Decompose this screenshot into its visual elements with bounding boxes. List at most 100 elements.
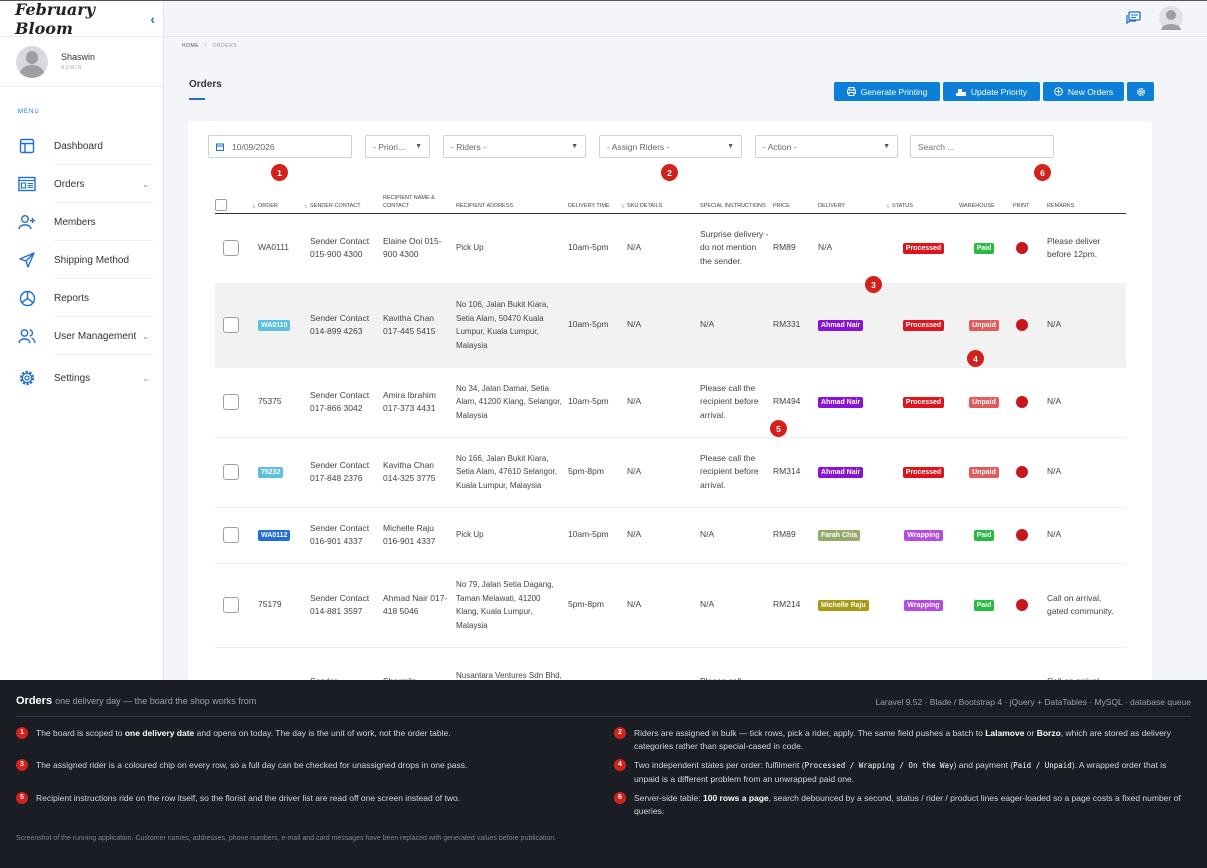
- order-id[interactable]: WA0111: [258, 242, 290, 253]
- table-row[interactable]: SenderSharmilaNusantara Ventures Sdn Bhd…: [215, 647, 1126, 680]
- sidebar-item-reports[interactable]: Reports: [0, 279, 163, 317]
- page-title[interactable]: Orders: [189, 79, 222, 90]
- payment-badge[interactable]: Paid: [973, 530, 995, 542]
- row-checkbox[interactable]: [223, 597, 239, 613]
- table-row[interactable]: WA0111 Sender Contact 015-900 4300 Elaine …: [215, 213, 1126, 284]
- rider-chip[interactable]: Michelle Raju: [818, 600, 869, 612]
- row-checkbox[interactable]: [223, 394, 239, 410]
- print-status-indicator[interactable]: [1016, 466, 1028, 478]
- select-all-checkbox[interactable]: [215, 198, 227, 211]
- sidebar-item-settings[interactable]: Settings ⌄: [0, 355, 163, 401]
- rider-chip[interactable]: Ahmad Nair: [818, 397, 864, 409]
- sidebar-item-orders[interactable]: Orders ⌄: [0, 165, 163, 203]
- print-status-indicator[interactable]: [1016, 242, 1028, 254]
- column-header[interactable]: DELIVERY TIME ⇅: [568, 189, 627, 214]
- collapse-sidebar-icon[interactable]: ‹: [150, 10, 155, 27]
- rider-chip[interactable]: Farah Chia: [818, 530, 861, 542]
- status-badge[interactable]: Processed: [902, 320, 945, 332]
- breadcrumb-current: ORDERS: [212, 43, 238, 49]
- column-header[interactable]: STATUS: [892, 189, 959, 214]
- order-cell: WA0112: [258, 507, 310, 564]
- order-id[interactable]: 75179: [258, 599, 282, 610]
- status-badge[interactable]: Processed: [902, 397, 945, 409]
- sort-icon[interactable]: ⇅: [885, 203, 890, 210]
- column-header[interactable]: DELIVERY ⇅: [818, 189, 892, 214]
- payment-badge[interactable]: Unpaid: [969, 467, 999, 479]
- priority-select[interactable]: - Priori... ▼: [365, 135, 430, 158]
- print-cell: [1013, 507, 1047, 564]
- row-checkbox[interactable]: [223, 527, 239, 543]
- chevron-down-icon: ⌄: [142, 373, 149, 383]
- payment-badge[interactable]: Unpaid: [969, 397, 999, 409]
- order-id-badge[interactable]: WA0112: [258, 530, 291, 542]
- column-header[interactable]: SKU DETAILS: [627, 189, 700, 214]
- address-cell: No 106, Jalan Bukit Kiara, Setia Alam, 5…: [456, 283, 568, 368]
- new-orders-label: New Orders: [1067, 86, 1114, 97]
- status-badge[interactable]: Processed: [902, 467, 945, 479]
- status-badge[interactable]: Wrapping: [904, 600, 943, 612]
- user-avatar-icon[interactable]: [1159, 6, 1183, 30]
- rider-chip[interactable]: Ahmad Nair: [818, 467, 864, 479]
- update-priority-button[interactable]: Update Priority: [943, 82, 1040, 101]
- search-input[interactable]: [910, 135, 1054, 158]
- user-profile[interactable]: Shaswin ADMIN: [0, 37, 163, 87]
- sidebar-item-dashboard[interactable]: Dashboard: [0, 127, 163, 165]
- generate-printing-button[interactable]: Generate Printing: [834, 82, 940, 101]
- sender-cell: Sender Contact 016-901 4337: [310, 507, 383, 564]
- date-filter[interactable]: 10/09/2026: [208, 135, 352, 158]
- order-id[interactable]: 75375: [258, 396, 282, 407]
- column-header[interactable]: RECIPIENT NAME & CONTACT: [383, 189, 456, 214]
- update-priority-label: Update Priority: [970, 86, 1028, 97]
- delivery-time-cell: 10am-5pm: [568, 367, 627, 438]
- sort-icon[interactable]: ⇅: [620, 203, 625, 210]
- rider-chip[interactable]: Ahmad Nair: [818, 320, 864, 332]
- column-header[interactable]: RECIPIENT ADDRESS: [456, 189, 568, 214]
- action-select[interactable]: - Action - ▼: [755, 135, 898, 158]
- status-badge[interactable]: Wrapping: [904, 530, 943, 542]
- column-header[interactable]: PRICE: [773, 189, 818, 214]
- column-header[interactable]: PRINT: [1013, 189, 1047, 214]
- messages-icon[interactable]: [1126, 11, 1141, 30]
- table-row[interactable]: WA0112 Sender Contact 016-901 4337 Michell…: [215, 507, 1126, 564]
- print-status-indicator[interactable]: [1016, 396, 1028, 408]
- action-toolbar: Generate Printing Update Priority New Or…: [834, 82, 1154, 101]
- annotation-marker-3: 3: [865, 276, 882, 293]
- table-row[interactable]: WA0110 Sender Contact 014-899 4263 Kavitha…: [215, 283, 1126, 368]
- column-header[interactable]: ORDER ⇅: [258, 189, 310, 214]
- breadcrumb-home[interactable]: HOME: [182, 43, 199, 49]
- row-checkbox[interactable]: [223, 464, 239, 480]
- column-header[interactable]: SENDER CONTACT: [310, 189, 383, 214]
- remarks-cell: Call on arrival: [1047, 647, 1126, 680]
- column-header[interactable]: WAREHOUSE: [959, 189, 1013, 214]
- order-id-badge[interactable]: 75232: [258, 467, 284, 479]
- column-header-label: ORDER: [258, 202, 278, 209]
- payment-badge[interactable]: Paid: [973, 600, 995, 612]
- table-row[interactable]: 75375 Sender Contact 017-866 3042 Amira Ib…: [215, 367, 1126, 438]
- payment-badge[interactable]: Unpaid: [969, 320, 999, 332]
- table-row[interactable]: 75179 Sender Contact 014-881 3597 Ahmad Na…: [215, 563, 1126, 648]
- row-checkbox[interactable]: [223, 240, 239, 256]
- riders-select[interactable]: - Riders - ▼: [443, 135, 586, 158]
- print-status-indicator[interactable]: [1016, 319, 1028, 331]
- payment-badge[interactable]: Paid: [973, 243, 995, 255]
- brand-logo[interactable]: February Bloom: [15, 0, 96, 38]
- column-header[interactable]: REMARKS: [1047, 189, 1126, 214]
- sidebar-item-members[interactable]: Members: [0, 203, 163, 241]
- date-value: 10/09/2026: [232, 141, 275, 152]
- assign-riders-select[interactable]: - Assign Riders - ▼: [599, 135, 742, 158]
- settings-button[interactable]: [1127, 82, 1154, 101]
- sidebar-item-user-management[interactable]: User Management ⌄: [0, 317, 163, 355]
- column-header-label: SENDER CONTACT: [310, 202, 361, 209]
- column-header[interactable]: SPECIAL INSTRUCTIONS: [700, 189, 773, 214]
- table-row[interactable]: 75232 Sender Contact 017-848 2376 Kavitha …: [215, 437, 1126, 508]
- sort-icon[interactable]: ⇅: [251, 203, 256, 210]
- status-badge[interactable]: Processed: [902, 243, 945, 255]
- print-status-indicator[interactable]: [1016, 529, 1028, 541]
- sort-icon[interactable]: ⇅: [303, 203, 308, 210]
- status-cell: Wrapping: [892, 563, 959, 648]
- new-orders-button[interactable]: New Orders: [1043, 82, 1124, 101]
- row-checkbox[interactable]: [223, 317, 239, 333]
- print-status-indicator[interactable]: [1016, 599, 1028, 611]
- sidebar-item-shipping-method[interactable]: Shipping Method: [0, 241, 163, 279]
- order-id-badge[interactable]: WA0110: [258, 320, 291, 332]
